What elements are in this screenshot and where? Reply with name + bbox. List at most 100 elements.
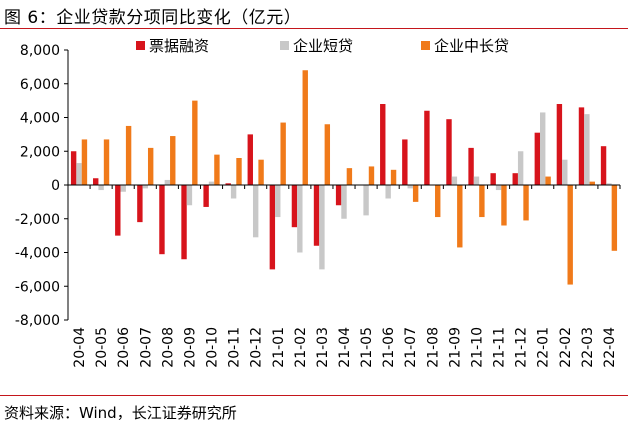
bar-1-20-05 <box>93 178 99 185</box>
bar-2-20-07 <box>142 185 148 189</box>
x-tick-label: 20-09 <box>182 327 198 368</box>
legend-swatch <box>280 41 289 50</box>
bar-2-22-04 <box>606 183 612 185</box>
y-axis: -8,000 -6,000 -4,000 -2,000 0 2,000 4,000 6,000… <box>15 43 69 329</box>
bar-3-22-02 <box>567 185 573 285</box>
bar-3-20-12 <box>258 159 264 185</box>
y-tick-label: 0 <box>51 178 60 194</box>
x-tick-label: 22-03 <box>580 327 596 368</box>
bar-1-22-03 <box>578 107 585 186</box>
x-tick-label: 21-08 <box>425 327 441 368</box>
legend-swatch <box>421 41 430 50</box>
legend-item-3: 企业中长贷 <box>421 37 509 55</box>
x-tick-label: 20-05 <box>94 327 110 368</box>
bar-2-21-10 <box>473 176 480 185</box>
bar-3-20-06 <box>125 125 132 185</box>
bar-3-21-07 <box>412 185 419 202</box>
bar-1-20-04 <box>70 151 77 185</box>
x-tick-label: 21-07 <box>403 327 419 368</box>
x-tick-label: 21-03 <box>315 327 331 368</box>
x-tick-label: 20-10 <box>205 327 221 368</box>
bar-2-20-06 <box>120 185 126 192</box>
bar-1-21-09 <box>446 119 452 185</box>
x-tick-label: 20-07 <box>138 327 154 368</box>
source-divider <box>0 395 628 396</box>
bar-3-20-07 <box>147 147 154 186</box>
series-3 <box>81 70 618 285</box>
legend-label: 企业短贷 <box>293 37 353 55</box>
y-tick-label: -8,000 <box>15 313 60 329</box>
y-tick-label: 4,000 <box>20 111 60 127</box>
y-tick-label: 2,000 <box>20 144 60 160</box>
bar-1-20-10 <box>203 185 209 207</box>
bar-3-21-01 <box>280 122 286 185</box>
x-tick-label: 21-01 <box>271 327 287 368</box>
y-tick-label: -2,000 <box>15 212 60 228</box>
title-divider <box>0 28 628 29</box>
bar-2-21-11 <box>495 185 502 191</box>
x-tick-label: 22-04 <box>602 327 618 368</box>
bar-2-21-05 <box>363 185 369 216</box>
bar-2-21-03 <box>319 185 325 270</box>
bar-3-21-08 <box>435 185 441 218</box>
bar-3-20-05 <box>103 139 110 185</box>
bar-3-22-04 <box>611 185 618 251</box>
bar-3-20-11 <box>236 158 242 185</box>
bar-3-21-11 <box>501 185 507 226</box>
x-tick-label: 20-04 <box>72 327 88 368</box>
series-1 <box>70 104 607 270</box>
bar-3-21-06 <box>390 169 397 185</box>
bar-1-22-04 <box>600 146 607 185</box>
bar-3-21-02 <box>302 70 308 185</box>
bar-3-21-05 <box>368 166 375 185</box>
bar-1-20-09 <box>181 185 187 260</box>
bar-2-22-01 <box>540 112 546 185</box>
bar-3-21-10 <box>479 185 485 218</box>
y-tick-label: 8,000 <box>20 43 60 59</box>
legend-label: 票据融资 <box>149 37 209 55</box>
bar-2-22-02 <box>562 159 568 185</box>
bar-1-21-02 <box>291 185 298 228</box>
x-tick-label: 21-10 <box>469 327 485 368</box>
bar-3-21-04 <box>346 168 353 186</box>
legend: 票据融资 企业短贷 企业中长贷 <box>136 37 509 55</box>
bar-2-20-09 <box>186 185 193 206</box>
bar-1-20-12 <box>247 134 253 186</box>
bar-2-21-06 <box>385 185 391 199</box>
bar-3-20-10 <box>214 154 220 186</box>
y-tick-label: -6,000 <box>15 279 60 295</box>
x-tick-label: 21-05 <box>359 327 375 368</box>
x-tick-label: 22-01 <box>536 327 552 368</box>
bars <box>70 70 618 285</box>
bar-2-20-12 <box>252 185 259 238</box>
x-tick-label: 21-11 <box>492 327 508 368</box>
bar-2-21-04 <box>341 185 347 219</box>
x-tick-label: 20-08 <box>160 327 176 368</box>
bar-1-21-11 <box>490 173 496 185</box>
y-tick-label: -4,000 <box>15 246 60 262</box>
legend-swatch <box>136 41 145 50</box>
x-tick-label: 22-02 <box>558 327 574 368</box>
bar-2-20-08 <box>164 179 171 185</box>
bar-1-21-03 <box>313 185 320 246</box>
bar-2-21-07 <box>407 185 413 189</box>
x-tick-label: 20-06 <box>116 327 132 368</box>
bar-3-20-08 <box>170 136 176 185</box>
x-tick-label: 20-11 <box>227 327 243 368</box>
bar-2-20-10 <box>208 181 215 186</box>
x-tick-label: 21-09 <box>447 327 463 368</box>
bar-2-21-02 <box>297 185 303 253</box>
bar-1-21-06 <box>380 104 386 185</box>
bar-2-21-01 <box>275 185 281 218</box>
x-tick-label: 21-02 <box>293 327 309 368</box>
bar-1-21-10 <box>468 147 474 186</box>
bar-1-21-01 <box>269 185 276 270</box>
y-tick-label: 6,000 <box>20 77 60 93</box>
series-2 <box>76 112 612 270</box>
bar-3-20-09 <box>192 100 198 186</box>
bar-2-20-11 <box>230 185 237 199</box>
chart-title: 图 6：企业贷款分项同比变化（亿元） <box>4 8 302 28</box>
bar-1-21-08 <box>424 110 430 185</box>
bar-3-21-12 <box>523 185 529 221</box>
